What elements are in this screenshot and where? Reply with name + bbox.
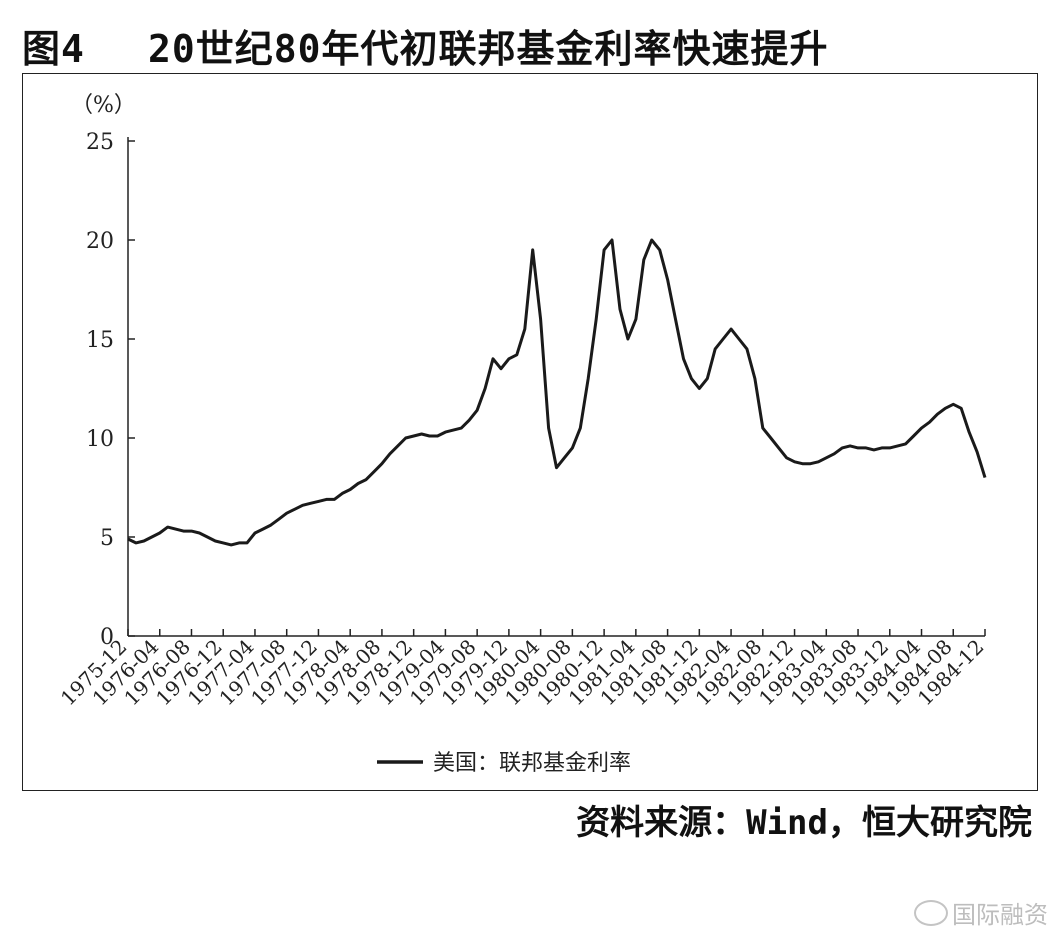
y-tick-label: 20 xyxy=(86,229,114,254)
series-line xyxy=(127,238,987,547)
y-tick-label: 0 xyxy=(100,625,114,650)
y-tick-label: 10 xyxy=(86,427,114,452)
y-tick-label: 15 xyxy=(86,328,114,353)
figure-label: 图4 xyxy=(22,27,85,71)
line-chart: （%） 05101520251975-121976-041976-081976-… xyxy=(56,93,989,776)
legend-label: 美国：联邦基金利率 xyxy=(433,751,631,776)
legend: 美国：联邦基金利率 xyxy=(377,751,631,776)
series-layer xyxy=(127,238,987,547)
axes: 05101520251975-121976-041976-081976-1219… xyxy=(56,130,989,710)
y-tick-label: 25 xyxy=(86,130,114,155)
watermark: 国际融资 xyxy=(914,895,1048,930)
weibo-icon xyxy=(914,900,948,926)
watermark-text: 国际融资 xyxy=(952,901,1048,929)
y-axis-unit-label: （%） xyxy=(71,93,136,118)
figure-title: 图4 20世纪80年代初联邦基金利率快速提升 xyxy=(22,18,829,71)
chart-frame: （%） 0 5 10 15 20 25 1975-12 1976-04 1976-08 1976-… xyxy=(22,73,1038,791)
source-note: 资料来源：Wind，恒大研究院 xyxy=(576,803,1032,843)
y-tick-label: 5 xyxy=(100,526,114,551)
figure-title-text: 20世纪80年代初联邦基金利率快速提升 xyxy=(148,27,829,71)
